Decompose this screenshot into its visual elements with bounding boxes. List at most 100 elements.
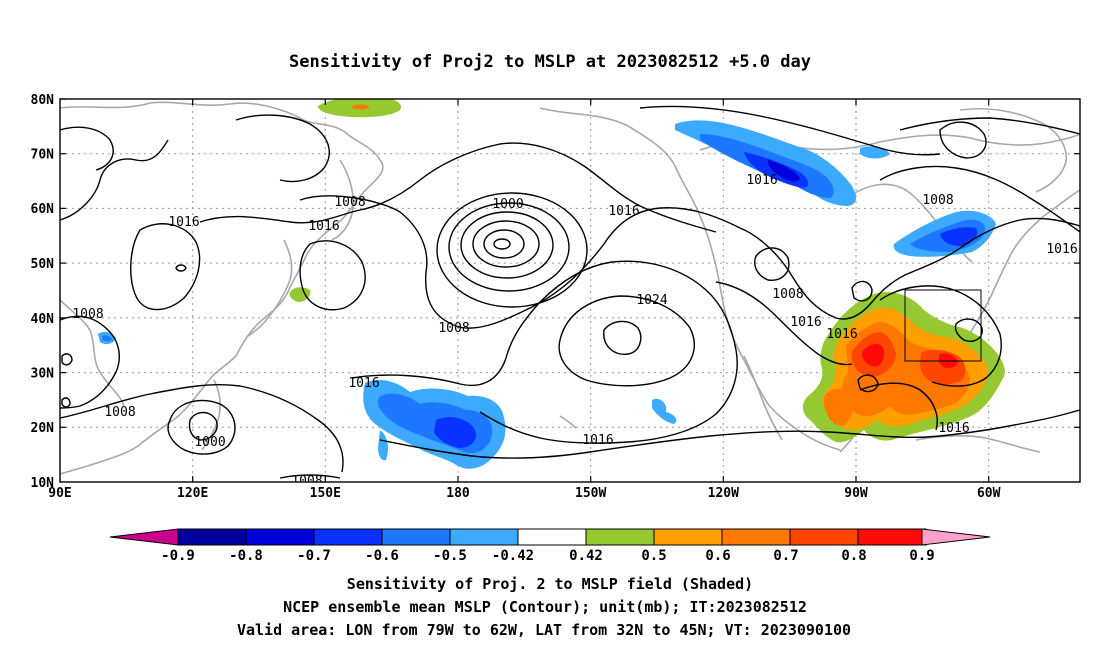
- contour-label: 1016: [608, 204, 639, 219]
- colorbar-label: -0.8: [229, 548, 263, 564]
- contour-labels: 1016 1008 1000 1024 1008 1016 1016 1008 …: [72, 173, 1077, 489]
- colorbar-label: -0.6: [365, 548, 399, 564]
- contour-label: 1008: [72, 307, 103, 322]
- contour-label: 1016: [582, 433, 613, 448]
- colorbar-box: [789, 528, 859, 546]
- contour-atl-cell: [954, 318, 983, 342]
- map-frame: [59, 98, 1081, 483]
- contour-1016-subtropical: [351, 260, 738, 444]
- contour-1016-center-west: [299, 240, 366, 311]
- contour-atl-cell-2: [857, 374, 879, 393]
- positive-shade-japan: [289, 287, 311, 302]
- contour-atl-1016: [879, 285, 1002, 387]
- contour-label: 1016: [308, 219, 339, 234]
- colorbar-boxes: [177, 528, 927, 546]
- colorbar-labels: -0.9 -0.8 -0.7 -0.6 -0.5 -0.42 0.42 0.5 …: [161, 548, 935, 564]
- contour-small-1: [175, 264, 187, 272]
- contour-arctic-cell: [939, 121, 987, 159]
- coastline-philippines: [201, 379, 221, 451]
- colorbar-label: -0.9: [161, 548, 195, 564]
- contour-label: 1016: [348, 376, 379, 391]
- positive-shade-arctic-core: [352, 104, 370, 110]
- lat-tick-label: 80N: [31, 93, 55, 108]
- positive-shade-us-red: [862, 344, 885, 367]
- lat-tick-label: 20N: [31, 421, 55, 436]
- contour-1000-west: [188, 411, 218, 441]
- colorbar-box: [245, 528, 315, 546]
- verification-area-box: [904, 289, 982, 362]
- contour-label: 1000: [194, 435, 225, 450]
- colorbar-label: 0.6: [705, 548, 730, 564]
- colorbar-label: -0.5: [433, 548, 467, 564]
- negative-shade-labrador-core: [940, 227, 978, 246]
- colorbar-box: [517, 528, 587, 546]
- lat-tick-label: 40N: [31, 312, 55, 327]
- colorbar-box: [653, 528, 723, 546]
- axis-ticks: [60, 98, 1080, 482]
- contour-arctic-top: [639, 105, 941, 156]
- contour-arctic-na: [879, 165, 1080, 233]
- sensitivity-shading: [98, 99, 1005, 469]
- coastline-hawaii: [559, 415, 577, 429]
- contour-1008-sib: [235, 114, 330, 183]
- contour-label: 1016: [746, 173, 777, 188]
- colorbar-triangle-left: [109, 528, 179, 546]
- contour-label: 1016: [826, 327, 857, 342]
- colorbar-box: [449, 528, 519, 546]
- coastline-caribbean: [915, 435, 1041, 453]
- contour-high-west: [60, 126, 114, 171]
- colorbar-box: [313, 528, 383, 546]
- colorbar-label: 0.8: [841, 548, 866, 564]
- contour-small-3: [61, 397, 71, 408]
- contour-label: 1008: [438, 321, 469, 336]
- contour-label: 1008: [772, 287, 803, 302]
- contour-1024: [558, 295, 695, 387]
- contour-label: 1016: [168, 215, 199, 230]
- low-ring-2: [483, 229, 525, 259]
- contour-na-cell-2: [851, 280, 873, 302]
- contour-na-1016: [715, 281, 853, 366]
- contour-1008-westpac: [60, 315, 120, 409]
- colorbar-label: -0.7: [297, 548, 331, 564]
- contour-label: 1016: [1046, 242, 1077, 257]
- lon-tick-label: 180: [446, 486, 470, 501]
- contour-label: 1008: [922, 193, 953, 208]
- coastline-alaska: [539, 107, 717, 267]
- coastline-kamchatka: [331, 159, 355, 241]
- coastline-baja: [743, 355, 783, 441]
- caption-line: NCEP ensemble mean MSLP (Contour); unit(…: [283, 598, 807, 616]
- negative-shade-pacific-tail: [378, 430, 388, 461]
- lon-tick-label: 90W: [844, 486, 868, 501]
- lat-tick-label: 30N: [31, 367, 55, 382]
- lon-tick-label: 120W: [708, 486, 739, 501]
- lon-tick-label: 120E: [177, 486, 208, 501]
- contour-label: 1008: [104, 405, 135, 420]
- latitude-labels: 80N 70N 60N 50N 40N 30N 20N 10N: [31, 93, 55, 491]
- caption: Sensitivity of Proj. 2 to MSLP field (Sh…: [237, 575, 851, 639]
- lat-tick-label: 10N: [31, 476, 55, 491]
- contour-label: 1024: [636, 293, 667, 308]
- colorbar-box: [381, 528, 451, 546]
- lat-tick-label: 50N: [31, 257, 55, 272]
- contour-label: 1008: [334, 195, 365, 210]
- longitude-labels: 90E 120E 150E 180 150W 120W 90W 60W: [48, 486, 1000, 501]
- colorbar-triangle-right: [921, 528, 991, 546]
- colorbar-label: 0.42: [569, 548, 603, 564]
- figure-title: Sensitivity of Proj2 to MSLP at 20230825…: [289, 52, 811, 72]
- positive-shade-gulf-orange: [823, 388, 854, 426]
- low-ring-4: [460, 211, 554, 279]
- lon-tick-label: 150E: [310, 486, 341, 501]
- contour-small-2: [61, 353, 73, 366]
- lon-tick-label: 60W: [977, 486, 1001, 501]
- colorbar-label: 0.5: [641, 548, 666, 564]
- lat-tick-label: 70N: [31, 148, 55, 163]
- low-center-1: [493, 238, 511, 250]
- contour-label: 1008: [291, 474, 322, 489]
- contour-na-cell: [754, 247, 790, 281]
- negative-shade-canada-inner: [768, 160, 800, 182]
- low-ring-5: [448, 202, 570, 292]
- coastline-japan: [247, 239, 293, 337]
- mslp-contours: [60, 105, 1080, 479]
- colorbar-box: [857, 528, 927, 546]
